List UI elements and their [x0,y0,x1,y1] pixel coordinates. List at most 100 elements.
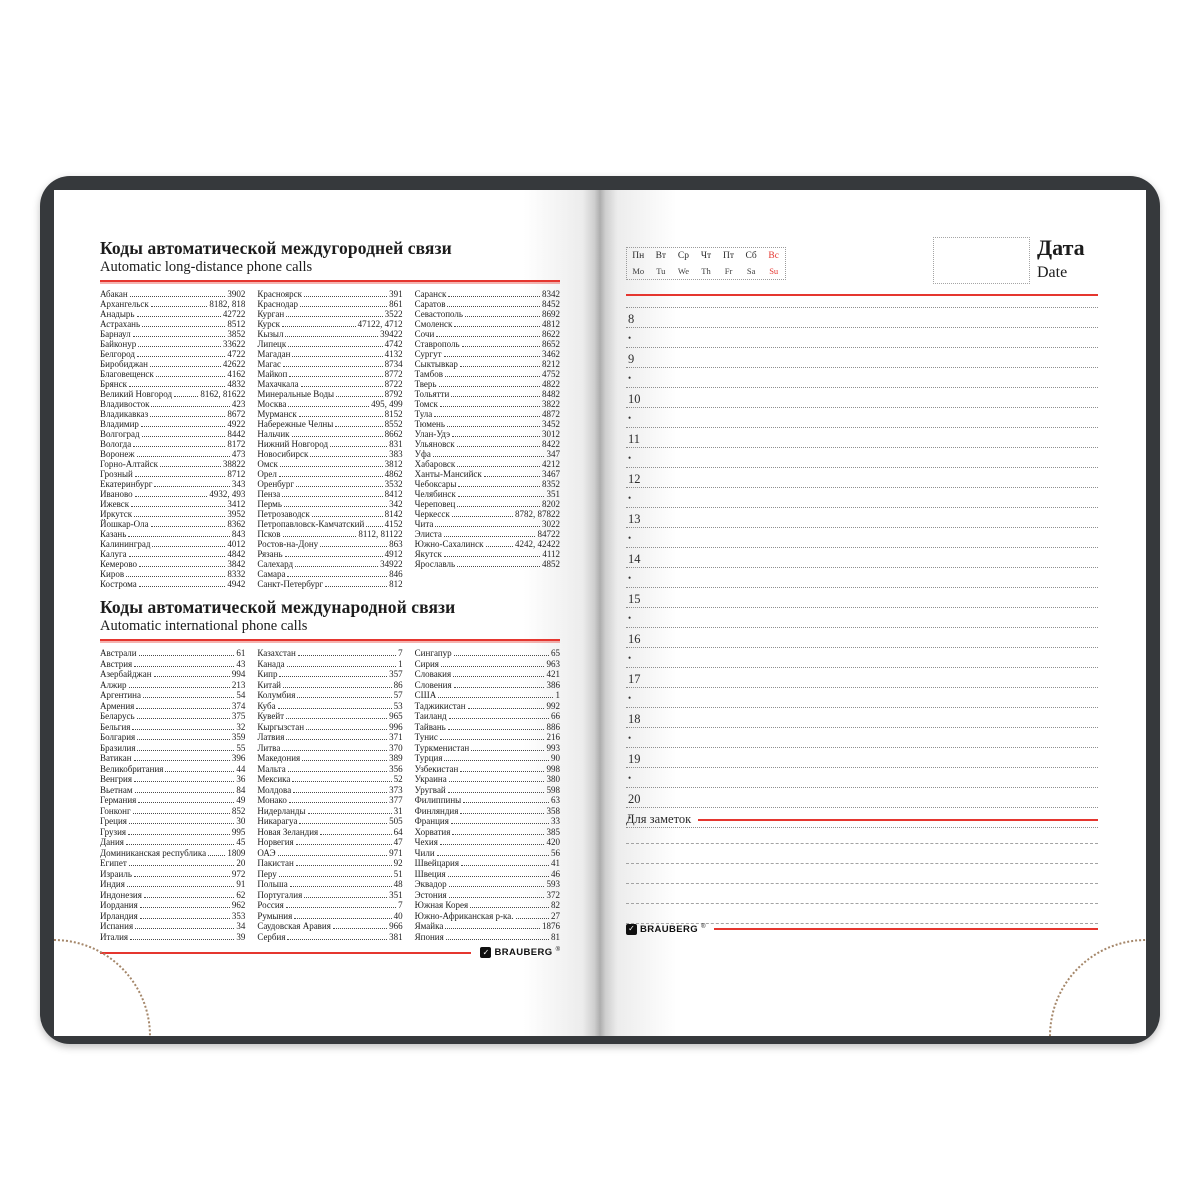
directory-entry: Венгрия 36 [100,774,245,785]
directory-entry: Самара 846 [257,569,402,579]
directory-entry: Кипр 357 [257,669,402,680]
directory-entry: Новосибирск 383 [257,449,402,459]
dot-leader [150,519,226,527]
directory-entry: США 1 [415,690,560,701]
bullet-row: • [626,688,1098,708]
directory-entry: Сочи 8622 [415,329,560,339]
hour-label: 9 [628,352,635,366]
entry-name: Салехард [257,559,294,569]
entry-name: Индонезия [100,889,142,900]
dot-leader [435,519,540,527]
directory-entry: Саудовская Аравия 966 [257,921,402,932]
directory-column: Красноярск 391 Краснодар 861 Курган 3522 Курск… [257,289,402,589]
entry-code: 41 [550,858,560,868]
dot-leader [460,806,545,814]
entry-name: Алжир [100,679,127,690]
dot-leader [134,659,235,667]
directory-entry: Украина 380 [415,774,560,785]
entry-name: Краснодар [257,299,298,309]
entry-name: Турция [414,753,443,763]
entry-name: Эстония [414,889,447,900]
entry-code: 56 [550,847,560,858]
entry-code: 383 [389,449,403,459]
entry-name: Курск [257,319,281,329]
entry-name: Чебоксары [414,479,457,489]
directory-entry: Иордания 962 [100,900,245,911]
dot-leader [132,722,235,730]
bullet-row: • [626,528,1098,548]
entry-code: 351 [389,889,403,900]
directory-entry: Салехард 34922 [257,559,402,569]
entry-name: Венгрия [100,774,132,784]
dot-leader [129,289,226,297]
directory-entry: Грузия 995 [100,827,245,838]
entry-code: 43 [236,658,246,669]
dot-leader [208,848,226,856]
entry-name: Тюмень [414,419,445,429]
dot-leader [285,329,379,337]
dot-leader [285,900,397,908]
dot-leader [310,449,388,457]
directory-entry: Колумбия 57 [257,690,402,701]
entry-name: Филиппины [414,795,462,805]
directory-entry: Омск 3812 [257,459,402,469]
directory-entry: Уфа 347 [415,449,560,459]
directory-entry: Болгария 359 [100,732,245,743]
entry-name: Биробиджан [100,359,148,369]
directory-entry: Турция 90 [415,753,560,764]
hour-label: 16 [628,632,641,646]
entry-code: 998 [546,763,560,774]
entry-code: 48 [393,879,403,889]
dot-leader [139,911,230,919]
dot-leader [460,764,545,772]
brauberg-check-icon: ✓ [626,923,637,935]
dot-leader [451,509,513,517]
entry-code: 3532 [384,479,403,489]
entry-name: Томск [414,399,438,409]
note-line [626,864,1098,884]
directory-entry: Краснодар 861 [257,299,402,309]
entry-name: Магадан [257,349,291,359]
directory-entry: Ярославль 4852 [415,559,560,569]
directory-entry: Румыния 40 [257,911,402,922]
dot-leader [467,701,545,709]
entry-name: Пермь [257,499,282,509]
notes-lines [626,824,1098,924]
entry-code: 65 [550,648,560,658]
entry-code: 62 [236,889,246,900]
entry-name: Армения [100,700,135,711]
date-entry-box [933,237,1030,284]
entry-code: 53 [393,700,403,711]
entry-name: Великобритания [100,763,164,774]
entry-code: 216 [546,732,560,742]
dot-leader [453,669,545,677]
entry-code: 372 [546,889,560,900]
entry-code: 4842 [227,549,246,559]
entry-name: Словакия [414,669,452,679]
entry-code: 359 [231,732,246,742]
directory-entry: Кувейт 965 [257,711,402,722]
directory-entry: Байконур 33622 [100,339,245,349]
dot-leader [470,900,549,908]
entry-code: 8142 [384,509,403,519]
directory-entry: Киров 8332 [100,569,245,579]
entry-name: Благовещенск [100,369,154,379]
entry-name: Франция [414,816,449,826]
entry-name: Челябинск [414,489,456,499]
bullet-row: • [626,368,1098,388]
entry-code: 81 [550,931,560,942]
directory-entry: Ставрополь 8652 [415,339,560,349]
entry-name: Тайвань [414,721,446,732]
directory-entry: Вьетнам 84 [100,785,245,796]
dot-leader [297,648,397,656]
dot-leader [126,879,235,887]
dot-leader [142,319,226,327]
entry-name: Екатеринбург [100,479,153,489]
bullet: • [628,813,632,823]
entry-name: Сургут [414,349,442,359]
directory-entry: Молдова 373 [257,785,402,796]
dot-leader [295,858,392,866]
directory-entry: Индия 91 [100,879,245,890]
entry-name: Черкесск [414,509,450,519]
entry-name: Магас [257,359,282,369]
